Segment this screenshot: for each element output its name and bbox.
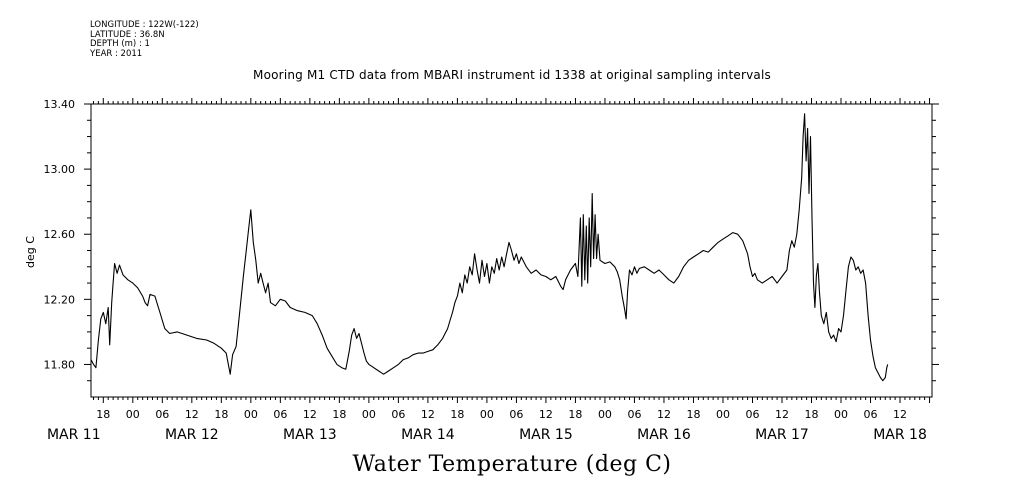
x-hour-label: 18 <box>332 408 346 421</box>
x-hour-label: 00 <box>834 408 848 421</box>
x-hour-label: 18 <box>805 408 819 421</box>
x-day-label: MAR 18 <box>873 427 927 443</box>
year-text: YEAR : 2011 <box>90 48 143 59</box>
x-hour-label: 06 <box>509 408 523 421</box>
x-hour-label: 12 <box>775 408 789 421</box>
x-day-label: MAR 11 <box>47 427 101 443</box>
x-hour-label: 06 <box>273 408 287 421</box>
x-hour-label: 18 <box>686 408 700 421</box>
latitude-text: LATITUDE : 36.8N <box>90 29 165 40</box>
longitude-text: LONGITUDE : 122W(-122) <box>90 20 199 30</box>
x-hour-label: 12 <box>421 408 435 421</box>
x-hour-label: 18 <box>96 408 110 421</box>
series-line <box>90 113 889 382</box>
x-hour-label: 00 <box>598 408 612 421</box>
x-hour-label: 00 <box>480 408 494 421</box>
x-hour-label: 12 <box>657 408 671 421</box>
x-hour-label: 12 <box>893 408 907 421</box>
x-hour-label: 18 <box>568 408 582 421</box>
x-hour-label: 06 <box>864 408 878 421</box>
x-hour-label: 12 <box>303 408 317 421</box>
x-hour-label: 12 <box>185 408 199 421</box>
chart-title: Mooring M1 CTD data from MBARI instrumen… <box>253 68 771 82</box>
metadata-block: LONGITUDE : 122W(-122) LATITUDE : 36.8N … <box>90 20 199 59</box>
y-tick-label: 11.80 <box>44 358 76 371</box>
x-hour-label: 12 <box>539 408 553 421</box>
x-hour-label: 00 <box>244 408 258 421</box>
x-day-label: MAR 12 <box>165 427 219 443</box>
y-tick-label: 12.60 <box>44 228 76 241</box>
x-hour-label: 06 <box>745 408 759 421</box>
x-day-label: MAR 15 <box>519 427 573 443</box>
x-day-label: MAR 14 <box>401 427 455 443</box>
y-tick-label: 13.00 <box>44 163 76 176</box>
bottom-title: Water Temperature (deg C) <box>352 452 672 477</box>
x-hour-label: 06 <box>391 408 405 421</box>
x-hour-label: 18 <box>450 408 464 421</box>
x-hour-label: 00 <box>716 408 730 421</box>
x-hour-label: 00 <box>362 408 376 421</box>
x-day-label: MAR 13 <box>283 427 337 443</box>
y-axis-label: deg C <box>24 236 37 268</box>
y-tick-label: 12.20 <box>44 293 76 306</box>
x-day-label: MAR 17 <box>755 427 809 443</box>
x-hour-label: 06 <box>155 408 169 421</box>
x-hour-label: 18 <box>214 408 228 421</box>
depth-text: DEPTH (m) : 1 <box>90 39 150 49</box>
y-tick-label: 13.40 <box>44 98 76 111</box>
x-hour-label: 00 <box>126 408 140 421</box>
x-hour-label: 06 <box>627 408 641 421</box>
x-day-label: MAR 16 <box>637 427 691 443</box>
